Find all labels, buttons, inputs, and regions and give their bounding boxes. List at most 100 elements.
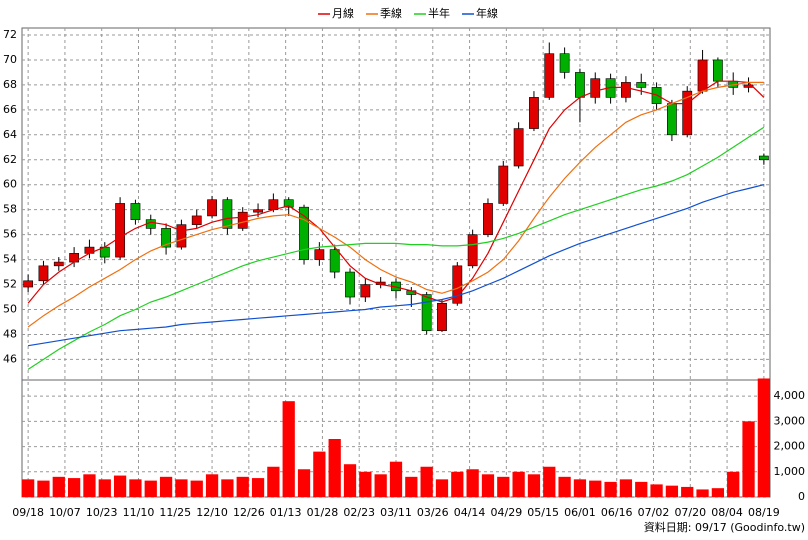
candle-body	[345, 271, 355, 298]
candle-body	[682, 90, 693, 136]
candle-body	[38, 265, 49, 282]
candle-body	[360, 284, 371, 298]
volume-bar	[497, 476, 510, 497]
candle-body	[329, 249, 340, 273]
volume-bar	[435, 479, 449, 497]
y-tick-label: 4,000	[774, 389, 806, 402]
y-tick-label: 54	[3, 253, 17, 266]
volume-bar	[236, 476, 249, 497]
volume-bar	[251, 478, 265, 497]
candle-body	[667, 103, 677, 136]
volume-bar	[159, 476, 173, 497]
volume-bar	[205, 474, 219, 497]
x-tick-label: 09/18	[12, 506, 44, 519]
y-tick-label: 58	[3, 203, 17, 216]
x-tick-label: 06/01	[564, 506, 596, 519]
candle-body	[513, 128, 524, 167]
footer: 資料日期: 09/17 (Goodinfo.tw)	[644, 520, 805, 534]
candle-body	[712, 59, 723, 82]
volume-bar	[37, 480, 50, 497]
volume-bar	[389, 461, 403, 497]
candle-body	[314, 249, 325, 260]
legend-label: 月線	[332, 6, 354, 20]
candle-body	[237, 211, 248, 229]
candle-body	[529, 97, 539, 129]
volume-bar	[589, 480, 602, 497]
x-tick-label: 12/26	[233, 506, 265, 519]
volume-bar	[635, 481, 648, 497]
candle-body	[559, 53, 570, 73]
volume-bar	[451, 471, 464, 497]
volume-bar	[282, 401, 295, 497]
y-tick-label: 46	[3, 352, 17, 365]
candle-body	[590, 78, 601, 98]
volume-bar	[129, 479, 142, 497]
x-tick-label: 11/25	[159, 506, 191, 519]
y-tick-label: 50	[3, 303, 17, 316]
candle-body	[207, 199, 217, 217]
x-tick-label: 05/15	[527, 506, 559, 519]
volume-bar	[543, 466, 556, 497]
moving-average-line	[27, 126, 765, 370]
candle-body	[437, 302, 447, 332]
candle-body	[253, 209, 263, 213]
volume-bar	[297, 469, 311, 497]
candle-body	[621, 82, 631, 98]
y-tick-label: 3,000	[774, 414, 806, 427]
volume-bar	[144, 480, 157, 497]
y-tick-label: 0	[798, 490, 805, 503]
volume-bar	[757, 378, 770, 497]
volume-bar	[512, 471, 525, 497]
volume-bar	[466, 469, 479, 497]
legend-label: 半年	[428, 6, 450, 20]
y-tick-label: 72	[3, 28, 17, 41]
candle-body	[575, 72, 585, 98]
volume-bar	[742, 421, 755, 497]
volume-bar	[267, 466, 280, 497]
candle-body	[299, 206, 309, 260]
volume-bar	[83, 474, 96, 497]
volume-bar	[113, 475, 127, 497]
x-tick-label: 03/26	[417, 506, 449, 519]
candle-body	[283, 199, 294, 208]
x-tick-label: 08/19	[748, 506, 780, 519]
candle-body	[191, 215, 202, 225]
candle-body	[758, 155, 769, 161]
x-tick-label: 03/11	[380, 506, 412, 519]
volume-bar	[374, 474, 387, 497]
moving-average-line	[27, 81, 764, 328]
volume-bar	[481, 474, 495, 497]
y-tick-label: 60	[3, 178, 17, 191]
x-tick-label: 06/16	[601, 506, 633, 519]
volume-bar	[405, 476, 418, 497]
x-tick-label: 08/04	[711, 506, 743, 519]
candle-body	[161, 228, 171, 248]
moving-average-line	[28, 184, 765, 347]
x-tick-label: 11/10	[123, 506, 155, 519]
x-tick-label: 04/14	[454, 506, 486, 519]
volume-bar	[328, 439, 341, 497]
volume-bar	[98, 479, 111, 497]
y-tick-label: 64	[3, 128, 17, 141]
volume-bar	[650, 484, 663, 497]
candle-body	[697, 59, 708, 92]
x-tick-label: 12/10	[196, 506, 228, 519]
x-tick-label: 01/28	[307, 506, 339, 519]
volume-bar	[22, 479, 35, 497]
volume-bar	[420, 466, 433, 497]
volume-bar	[190, 480, 203, 497]
y-tick-label: 56	[3, 228, 17, 241]
candle-body	[268, 199, 279, 210]
candle-body	[53, 261, 64, 267]
volume-bar	[359, 471, 372, 497]
volume-bar	[711, 488, 725, 497]
candle-body	[636, 82, 647, 88]
x-tick-label: 04/29	[491, 506, 523, 519]
volume-bar	[665, 485, 679, 497]
candle-body	[176, 224, 187, 248]
volume-bar	[573, 479, 587, 497]
moving-average-line	[27, 80, 765, 304]
volume-bar	[175, 479, 188, 497]
x-tick-label: 02/23	[343, 506, 375, 519]
